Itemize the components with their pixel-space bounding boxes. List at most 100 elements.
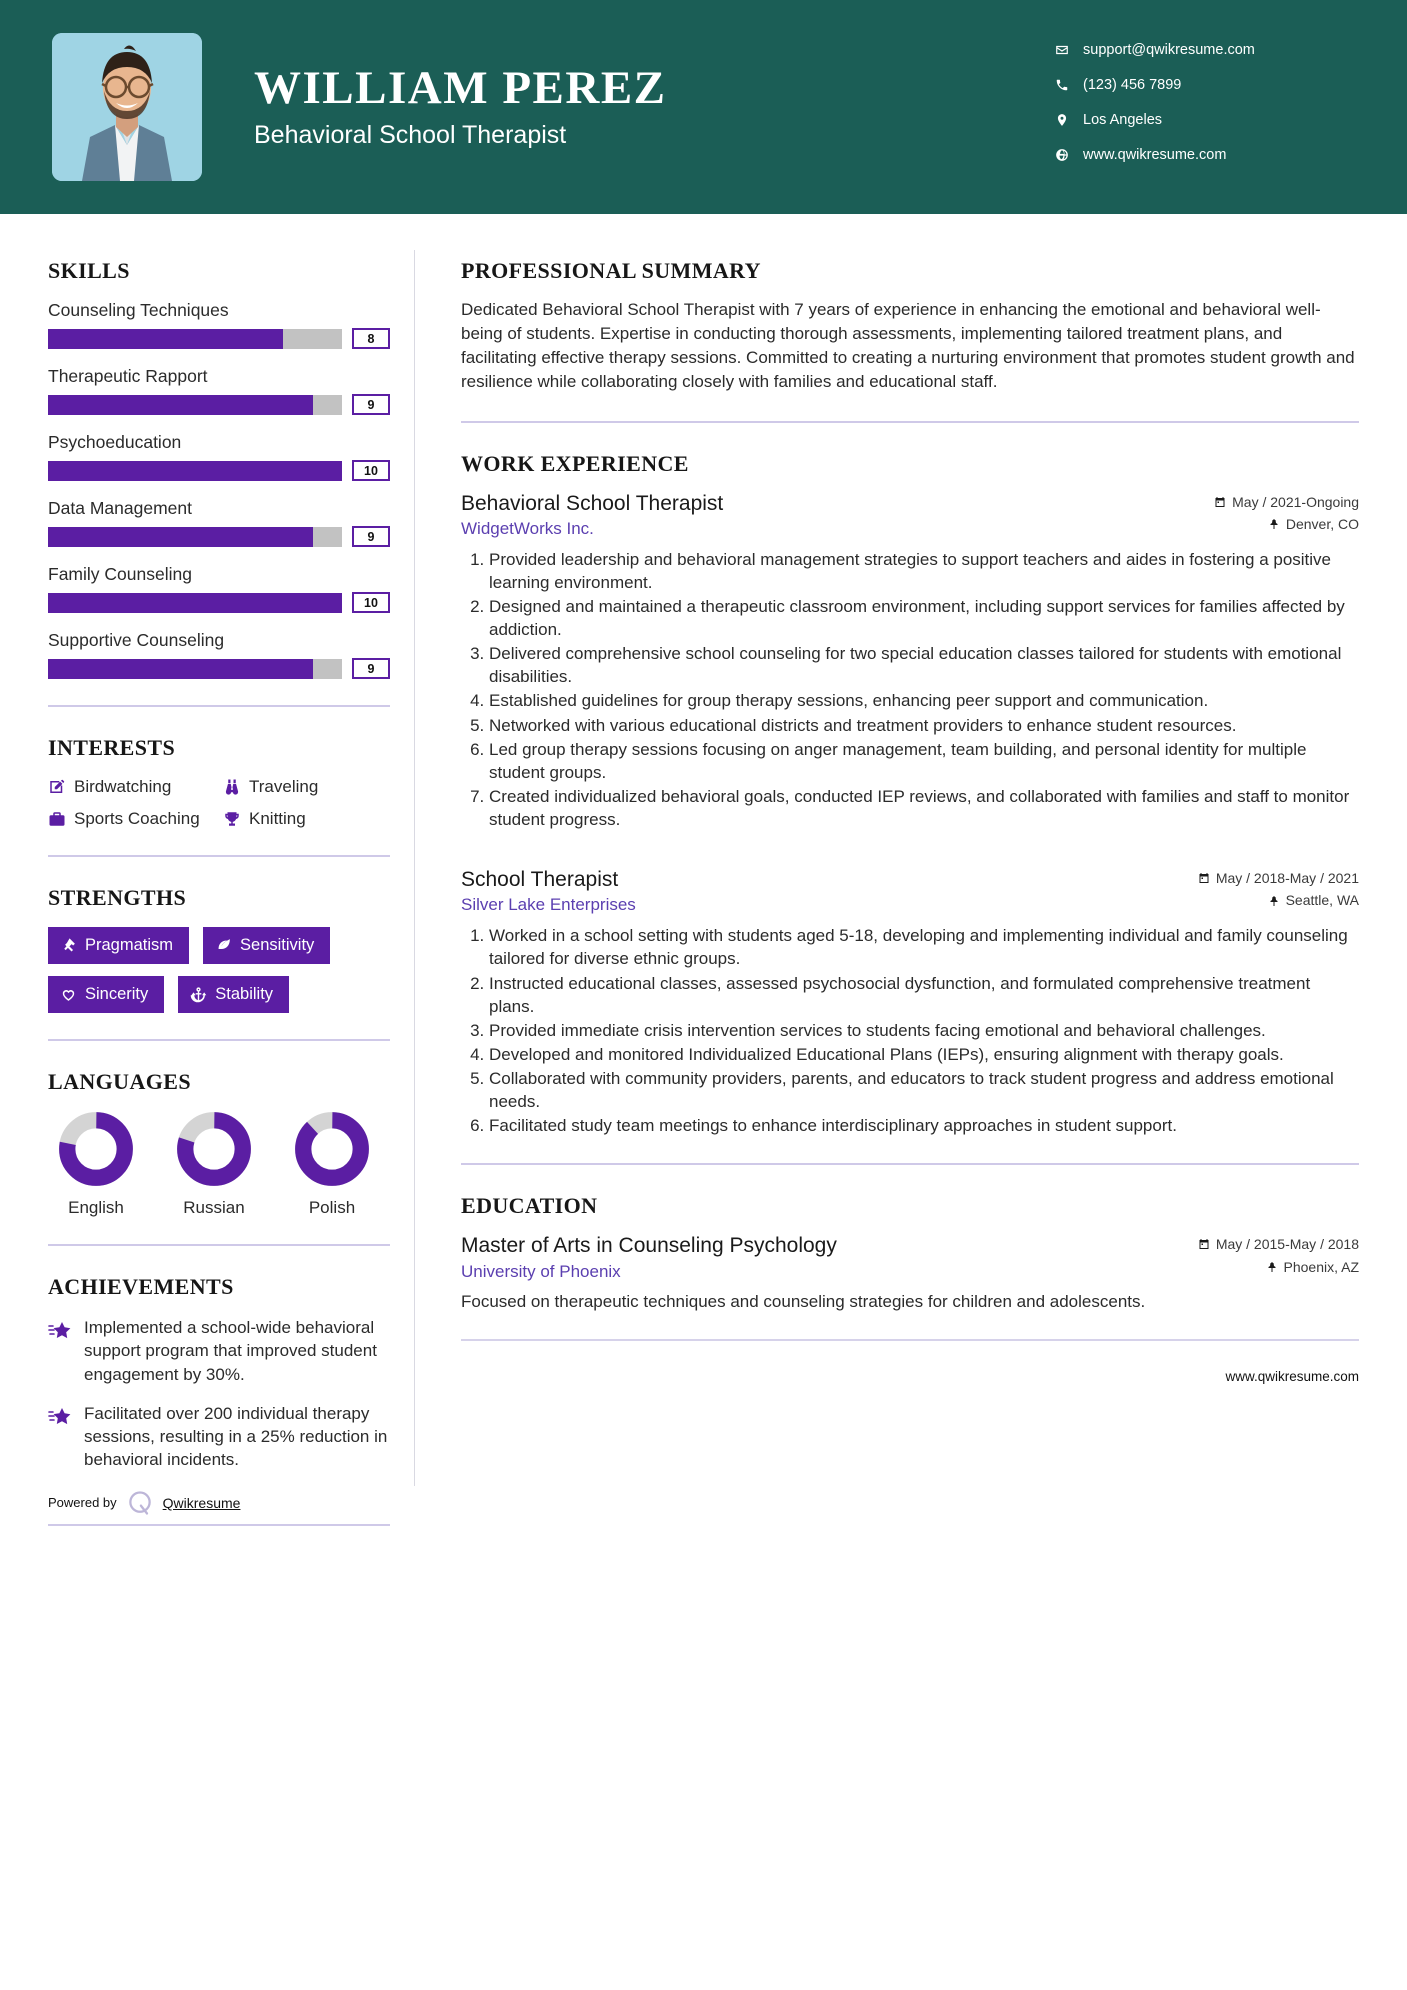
skill-label: Family Counseling [48, 564, 192, 584]
job-bullet: Provided immediate crisis intervention s… [489, 1019, 1359, 1042]
job-title: Behavioral School Therapist [461, 491, 724, 515]
contact-phone[interactable]: (123) 456 7899 [1055, 77, 1355, 93]
education-location: Phoenix, AZ [1198, 1256, 1359, 1278]
education-dates-value: May / 2015-May / 2018 [1215, 1236, 1359, 1253]
candidate-role: Behavioral School Therapist [254, 121, 567, 150]
job-bullet: Instructed educational classes, assessed… [489, 972, 1359, 1018]
powered-by-label: Powered by [48, 1495, 117, 1511]
job-bullet: Designed and maintained a therapeutic cl… [489, 595, 1359, 641]
languages-list: English Russian Polish [48, 1111, 390, 1218]
anchor-icon [190, 986, 215, 1003]
skill-score: 10 [352, 460, 390, 481]
achievement-text: Implemented a school-wide behavioral sup… [84, 1318, 377, 1384]
education-dates: May / 2015-May / 2018 [1198, 1233, 1359, 1255]
resume-header: WILLIAM PEREZ Behavioral School Therapis… [0, 0, 1407, 214]
main-content: PROFESSIONAL SUMMARY Dedicated Behaviora… [415, 214, 1407, 1526]
interests-list: Birdwatching Traveling Sports Coaching [48, 777, 390, 829]
job-dates-value: May / 2018-May / 2021 [1215, 870, 1359, 887]
header-title-block: WILLIAM PEREZ Behavioral School Therapis… [254, 63, 667, 150]
skills-list: Counseling Techniques 8 Therapeutic Rapp… [48, 300, 390, 679]
divider [48, 1244, 390, 1246]
achievement-text: Facilitated over 200 individual therapy … [84, 1403, 388, 1470]
job-bullets: Worked in a school setting with students… [461, 924, 1359, 1137]
avatar [52, 33, 202, 181]
pin-icon [1270, 519, 1278, 530]
job-bullet: Established guidelines for group therapy… [489, 689, 1359, 712]
skills-heading: SKILLS [48, 258, 130, 283]
powered-by-footer[interactable]: Powered by Qwikresume [48, 1488, 390, 1526]
skill-label: Counseling Techniques [48, 300, 229, 320]
footer-website[interactable]: www.qwikresume.com [1225, 1369, 1359, 1385]
skill-bar-fill [48, 460, 342, 481]
interest-label: Sports Coaching [74, 809, 200, 828]
job-bullet: Networked with various educational distr… [489, 714, 1359, 737]
job-bullets: Provided leadership and behavioral manag… [461, 548, 1359, 831]
phone-icon [1055, 78, 1077, 92]
column-divider [414, 250, 415, 1486]
job-company: Silver Lake Enterprises [461, 895, 636, 915]
divider [48, 855, 390, 857]
language-label: English [68, 1198, 124, 1217]
education-location-value: Phoenix, AZ [1283, 1258, 1360, 1275]
job-company: WidgetWorks Inc. [461, 518, 594, 538]
sidebar: SKILLS Counseling Techniques 8 Therapeut… [0, 214, 414, 1526]
hammer-icon [60, 937, 85, 954]
language-donut-polish [295, 1112, 369, 1186]
pin-icon [1268, 1261, 1275, 1272]
contact-email[interactable]: support@qwikresume.com [1055, 42, 1355, 58]
skill-score: 9 [352, 526, 390, 547]
interest-item: Birdwatching [48, 777, 223, 797]
skill-bar-fill [48, 526, 313, 547]
briefcase-icon [48, 810, 74, 828]
skill-bar-track [48, 394, 342, 415]
language-label: Russian [183, 1198, 245, 1217]
skill-label: Supportive Counseling [48, 630, 225, 650]
interest-label: Birdwatching [74, 777, 172, 796]
education-item: Master of Arts in Counseling Psychology … [461, 1233, 1359, 1313]
skill-bar-fill [48, 394, 313, 415]
experience-heading: WORK EXPERIENCE [461, 450, 689, 476]
achievements-heading: ACHIEVEMENTS [48, 1274, 234, 1299]
calendar-icon [1215, 496, 1225, 507]
strength-item: Sensitivity [203, 927, 331, 964]
skill-bar-track [48, 592, 342, 613]
strength-item: Pragmatism [48, 927, 190, 964]
achievement-item: Implemented a school-wide behavioral sup… [48, 1316, 390, 1386]
divider [461, 1163, 1359, 1166]
divider [461, 1339, 1359, 1342]
skill-item: Supportive Counseling 9 [48, 630, 390, 679]
education-school: University of Phoenix [461, 1261, 621, 1281]
skill-label: Data Management [48, 498, 192, 518]
shooting-star-icon [48, 1316, 84, 1386]
brand-name[interactable]: Qwikresume [162, 1494, 241, 1511]
skill-item: Data Management 9 [48, 498, 390, 547]
skill-score: 9 [352, 394, 390, 415]
job-bullet: Facilitated study team meetings to enhan… [489, 1114, 1359, 1137]
education-heading: EDUCATION [461, 1193, 598, 1219]
contact-website[interactable]: www.qwikresume.com [1055, 147, 1355, 163]
skill-bar-fill [48, 592, 342, 613]
education-degree: Master of Arts in Counseling Psychology [461, 1234, 837, 1258]
interests-heading: INTERESTS [48, 735, 176, 760]
skill-item: Counseling Techniques 8 [48, 300, 390, 349]
interest-item: Knitting [223, 809, 390, 829]
education-description: Focused on therapeutic techniques and co… [461, 1291, 1146, 1311]
qwikresume-logo-icon [125, 1488, 155, 1518]
language-donut-english [59, 1112, 133, 1186]
language-item: English [56, 1111, 136, 1218]
job-location: Seattle, WA [1198, 889, 1359, 911]
job-bullet: Worked in a school setting with students… [489, 924, 1359, 970]
skill-score: 10 [352, 592, 390, 613]
strength-label: Pragmatism [85, 936, 174, 954]
job-location-value: Denver, CO [1285, 515, 1359, 532]
pencil-square-icon [48, 778, 74, 796]
skill-item: Psychoeducation 10 [48, 432, 390, 481]
email-icon [1055, 43, 1077, 57]
skill-item: Family Counseling 10 [48, 564, 390, 613]
shooting-star-icon [48, 1402, 84, 1472]
heart-icon [60, 986, 85, 1003]
skill-score: 9 [352, 658, 390, 679]
skill-bar-track [48, 328, 342, 349]
strength-item: Sincerity [48, 976, 165, 1013]
